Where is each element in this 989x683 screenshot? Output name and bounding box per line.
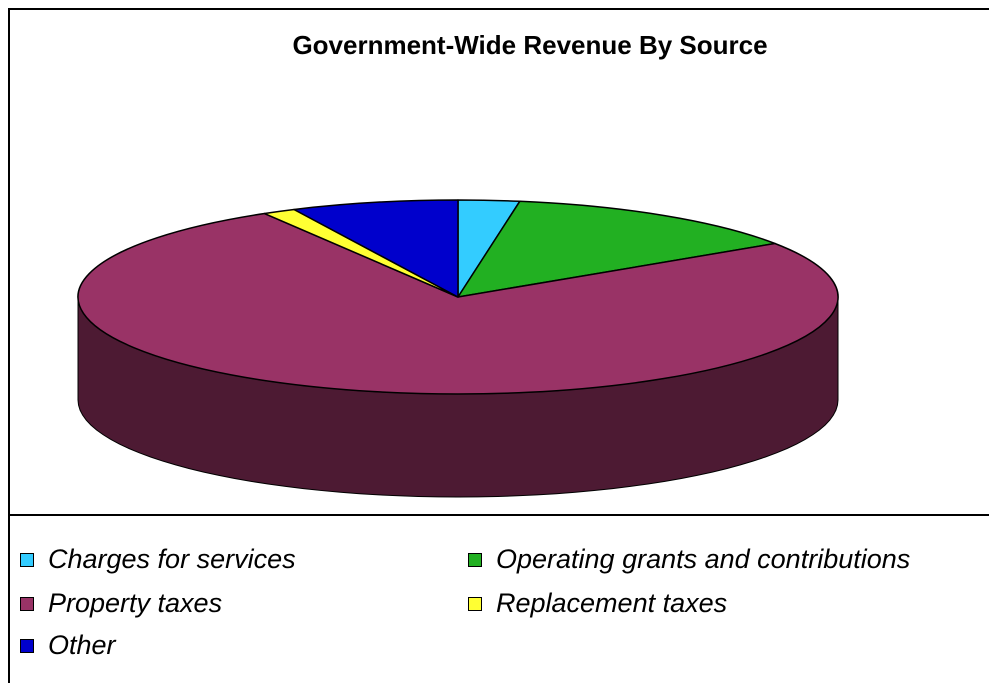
legend: Charges for services Operating grants an…: [8, 514, 989, 683]
legend-label: Operating grants and contributions: [496, 544, 911, 574]
legend-item-operating-grants: Operating grants and contributions: [468, 544, 910, 575]
chart-frame: [8, 8, 989, 683]
legend-item-replacement-taxes: Replacement taxes: [468, 588, 727, 619]
pie-chart: [77, 199, 839, 498]
legend-item-charges-for-services: Charges for services: [20, 544, 296, 575]
pie-top: [77, 199, 839, 395]
pie-slice-other: [293, 199, 459, 298]
legend-item-other: Other: [20, 630, 116, 661]
legend-label: Other: [48, 630, 116, 660]
legend-label: Property taxes: [48, 588, 223, 618]
legend-swatch: [468, 596, 482, 611]
legend-swatch: [20, 638, 34, 653]
chart-title: Government-Wide Revenue By Source: [292, 30, 768, 60]
legend-swatch: [20, 596, 34, 611]
legend-swatch: [20, 552, 34, 567]
legend-item-property-taxes: Property taxes: [20, 588, 222, 619]
legend-label: Charges for services: [48, 544, 296, 574]
pie-slice-property-taxes: [77, 212, 839, 395]
pie-slice-operating-grants-and-contributions: [457, 200, 776, 298]
legend-label: Replacement taxes: [496, 588, 728, 618]
legend-swatch: [468, 552, 482, 567]
